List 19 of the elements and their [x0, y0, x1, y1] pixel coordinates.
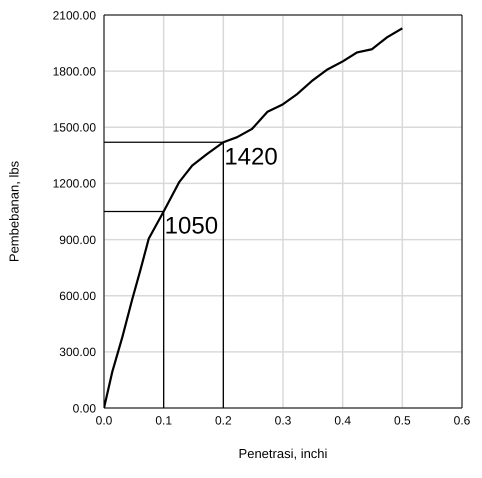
y-tick-label: 300.00: [59, 345, 96, 360]
x-tick-label: 0.1: [155, 414, 172, 428]
y-tick-label: 0.00: [72, 401, 96, 416]
x-tick-label: 0.5: [394, 414, 411, 428]
annotation: 1420: [224, 143, 278, 170]
x-axis-title: Penetrasi, inchi: [238, 446, 328, 461]
y-tick-label: 2100.00: [52, 8, 96, 22]
y-tick-label: 1200.00: [52, 176, 96, 191]
x-tick-label: 0.0: [96, 414, 113, 428]
annotation: 1050: [164, 212, 218, 240]
y-tick-label: 1500.00: [52, 120, 96, 135]
y-axis-title: Pembebanan, lbs: [6, 160, 22, 262]
x-tick-label: 0.2: [214, 414, 232, 428]
y-tick-label: 1800.00: [52, 64, 96, 78]
x-tick-label: 0.3: [274, 414, 292, 428]
x-tick-label: 0.4: [334, 414, 352, 428]
x-tick-label: 0.6: [454, 414, 471, 428]
y-tick-label: 600.00: [59, 288, 96, 303]
y-tick-label: 900.00: [59, 232, 96, 247]
